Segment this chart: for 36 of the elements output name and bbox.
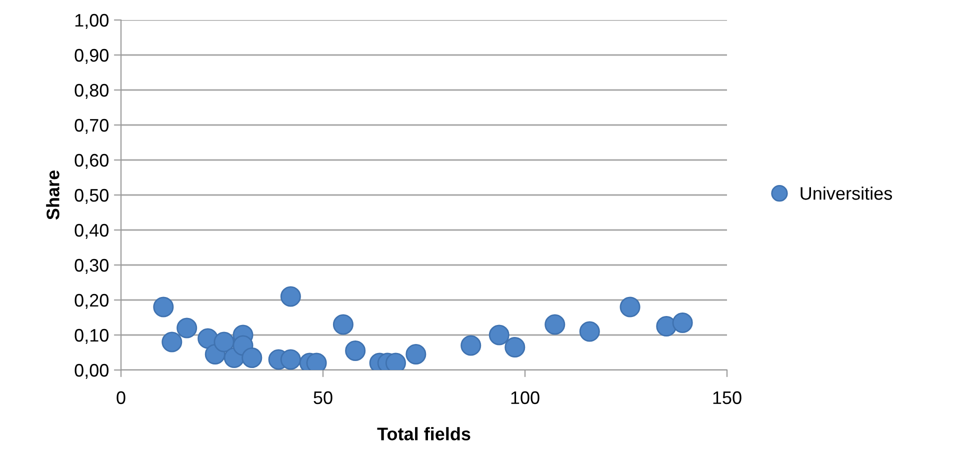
point <box>162 332 182 352</box>
x-tick-label: 0 <box>116 391 126 404</box>
y-tick-label: 0,00 <box>74 364 108 379</box>
y-tick-label: 0,90 <box>74 48 108 64</box>
y-tick-label: 0,30 <box>74 258 108 274</box>
y-tick-label: 0,50 <box>74 188 108 204</box>
point <box>153 296 174 318</box>
y-tick-label: 0,40 <box>74 224 108 239</box>
x-tick-label: 50 <box>314 391 332 404</box>
x-tick-label: 100 <box>511 391 540 404</box>
y-tick-label: 0,80 <box>74 84 108 99</box>
point <box>488 324 510 346</box>
legend-label: Universities <box>800 186 892 200</box>
y-axis-title: Share <box>46 170 60 220</box>
point <box>406 344 426 365</box>
point <box>280 349 301 370</box>
point <box>242 347 262 368</box>
point <box>214 332 234 352</box>
point <box>280 286 301 307</box>
y-tick-label: 0,70 <box>74 118 108 134</box>
x-tick-label: 150 <box>713 391 742 404</box>
point <box>544 314 566 335</box>
y-tick-label: 0,20 <box>74 294 108 309</box>
x-axis-title: Total fields <box>377 427 470 440</box>
point <box>504 336 526 358</box>
point <box>176 318 198 338</box>
point <box>620 296 640 318</box>
point <box>332 314 354 335</box>
point <box>579 321 600 342</box>
point <box>345 340 366 362</box>
y-tick-label: 0,60 <box>74 154 108 169</box>
y-tick-label: 0,10 <box>74 328 108 344</box>
point <box>656 316 677 337</box>
y-tick-label: 1,00 <box>75 14 108 29</box>
point <box>672 312 693 334</box>
point <box>460 335 482 356</box>
